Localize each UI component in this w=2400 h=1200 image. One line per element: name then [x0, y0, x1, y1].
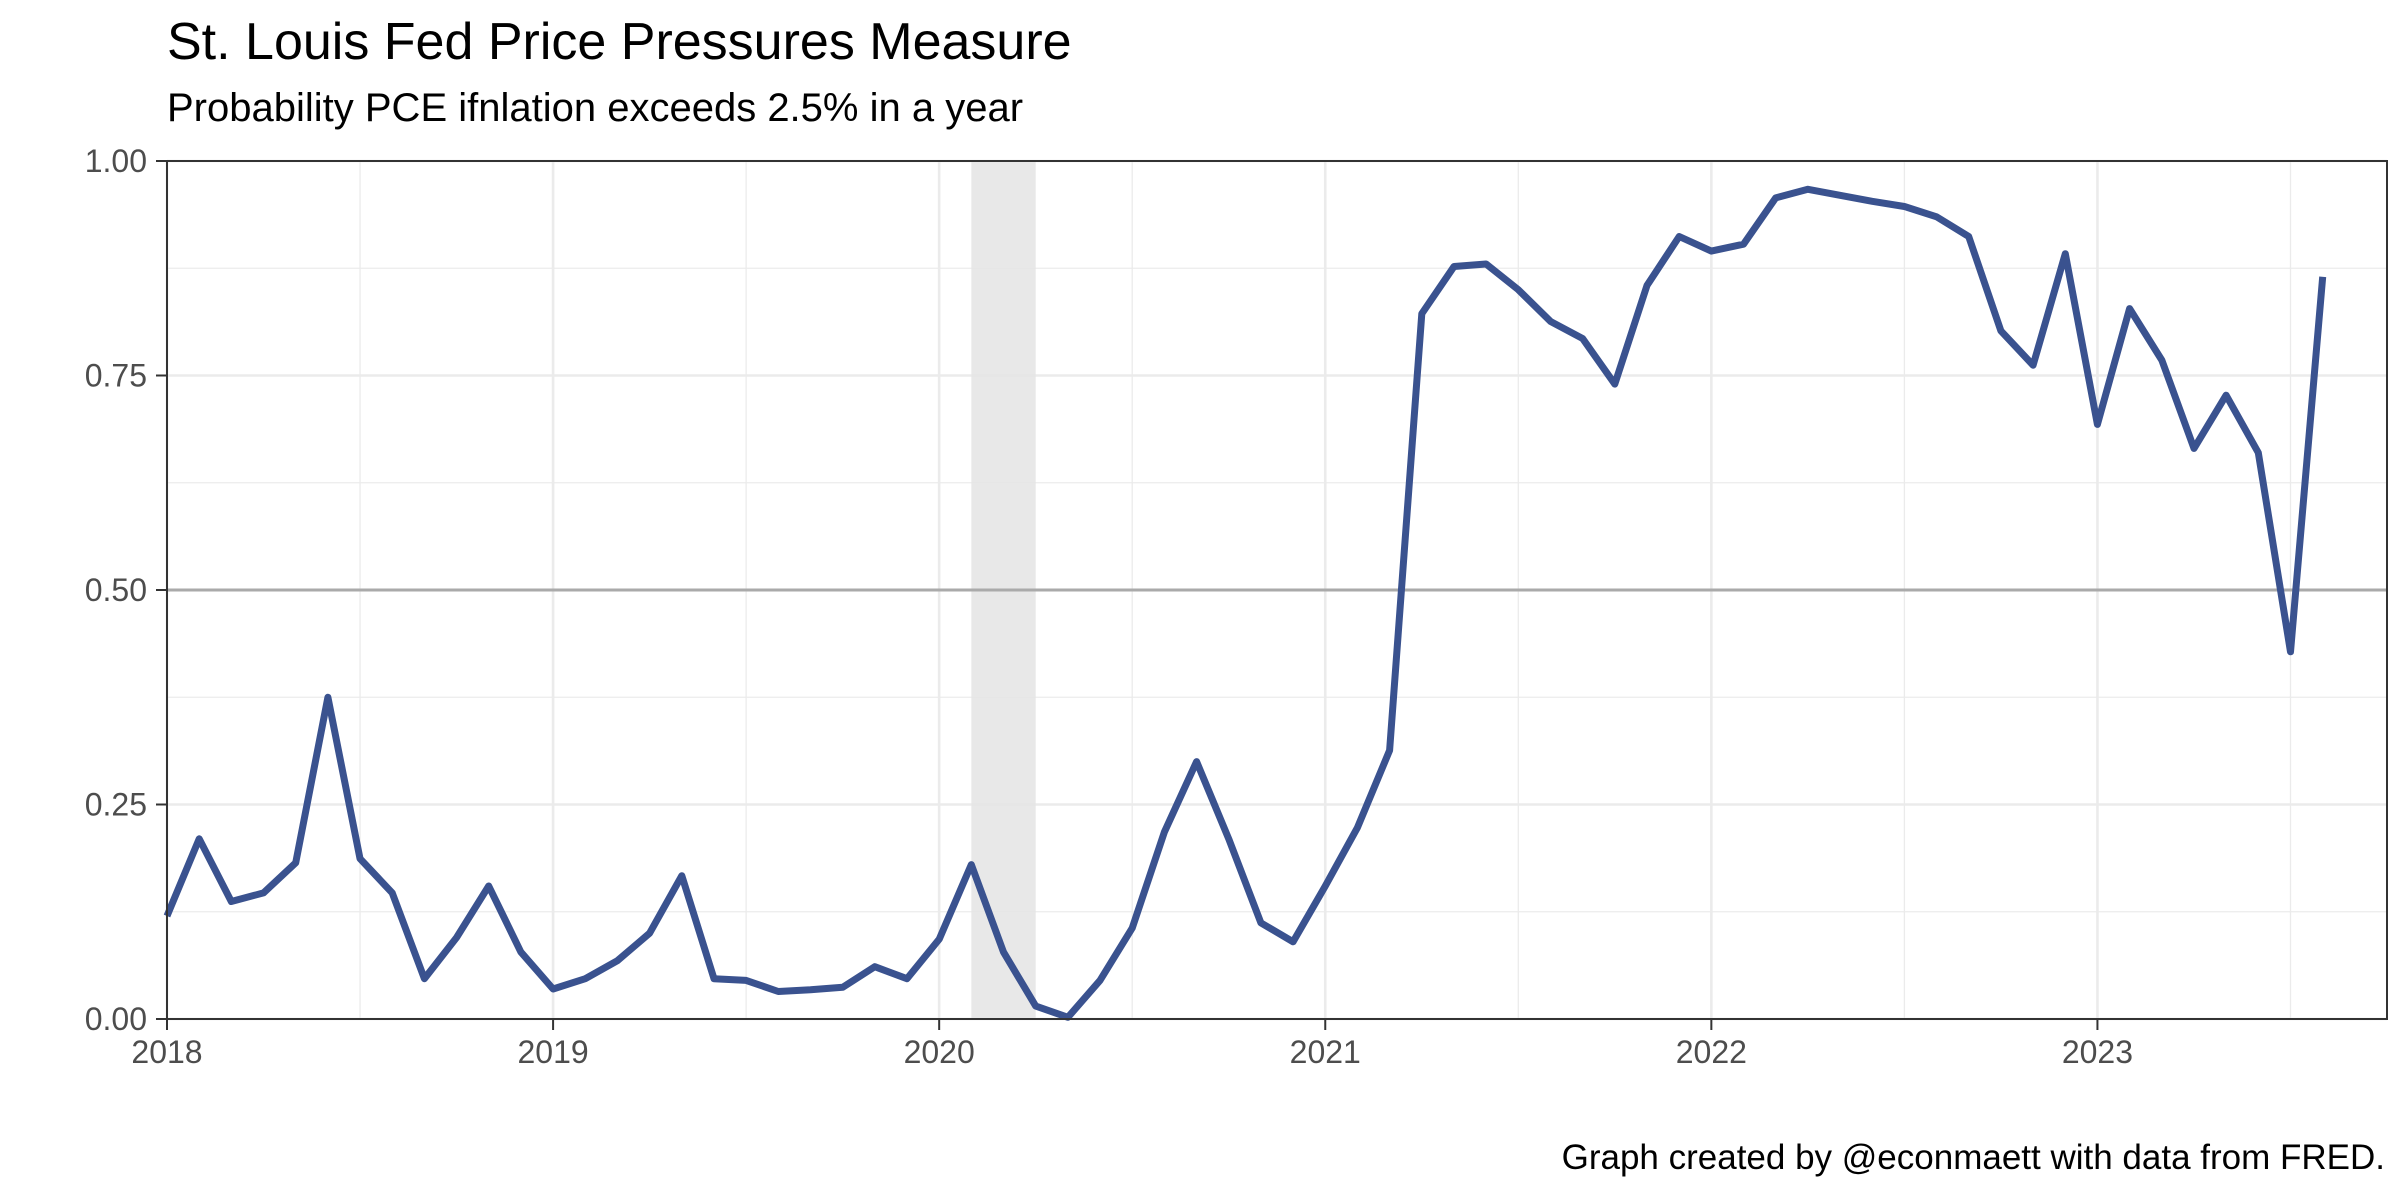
- x-axis-tick-labels: 2018 2019 2020 2021 2022 2023: [131, 1034, 2133, 1070]
- chart-subtitle: Probability PCE ifnlation exceeds 2.5% i…: [167, 86, 1024, 130]
- chart-title: St. Louis Fed Price Pressures Measure: [167, 13, 1072, 71]
- series-layer: [163, 185, 2327, 1021]
- x-tick-label: 2021: [1290, 1034, 1361, 1070]
- axis-ticks: [156, 160, 2099, 1030]
- x-tick-label: 2020: [904, 1034, 975, 1070]
- y-axis-tick-labels: 0.00 0.25 0.50 0.75 1.00: [85, 143, 147, 1037]
- chart-caption: Graph created by @econmaett with data fr…: [1561, 1138, 2385, 1177]
- x-tick-label: 2022: [1676, 1034, 1747, 1070]
- y-tick-label: 0.00: [85, 1001, 147, 1037]
- y-tick-label: 0.25: [85, 787, 147, 823]
- y-tick-label: 0.50: [85, 572, 147, 608]
- x-tick-label: 2023: [2062, 1034, 2133, 1070]
- x-tick-label: 2018: [131, 1034, 202, 1070]
- y-tick-label: 1.00: [85, 143, 147, 179]
- y-tick-label: 0.75: [85, 358, 147, 394]
- series-line: [163, 185, 2327, 1021]
- x-tick-label: 2019: [517, 1034, 588, 1070]
